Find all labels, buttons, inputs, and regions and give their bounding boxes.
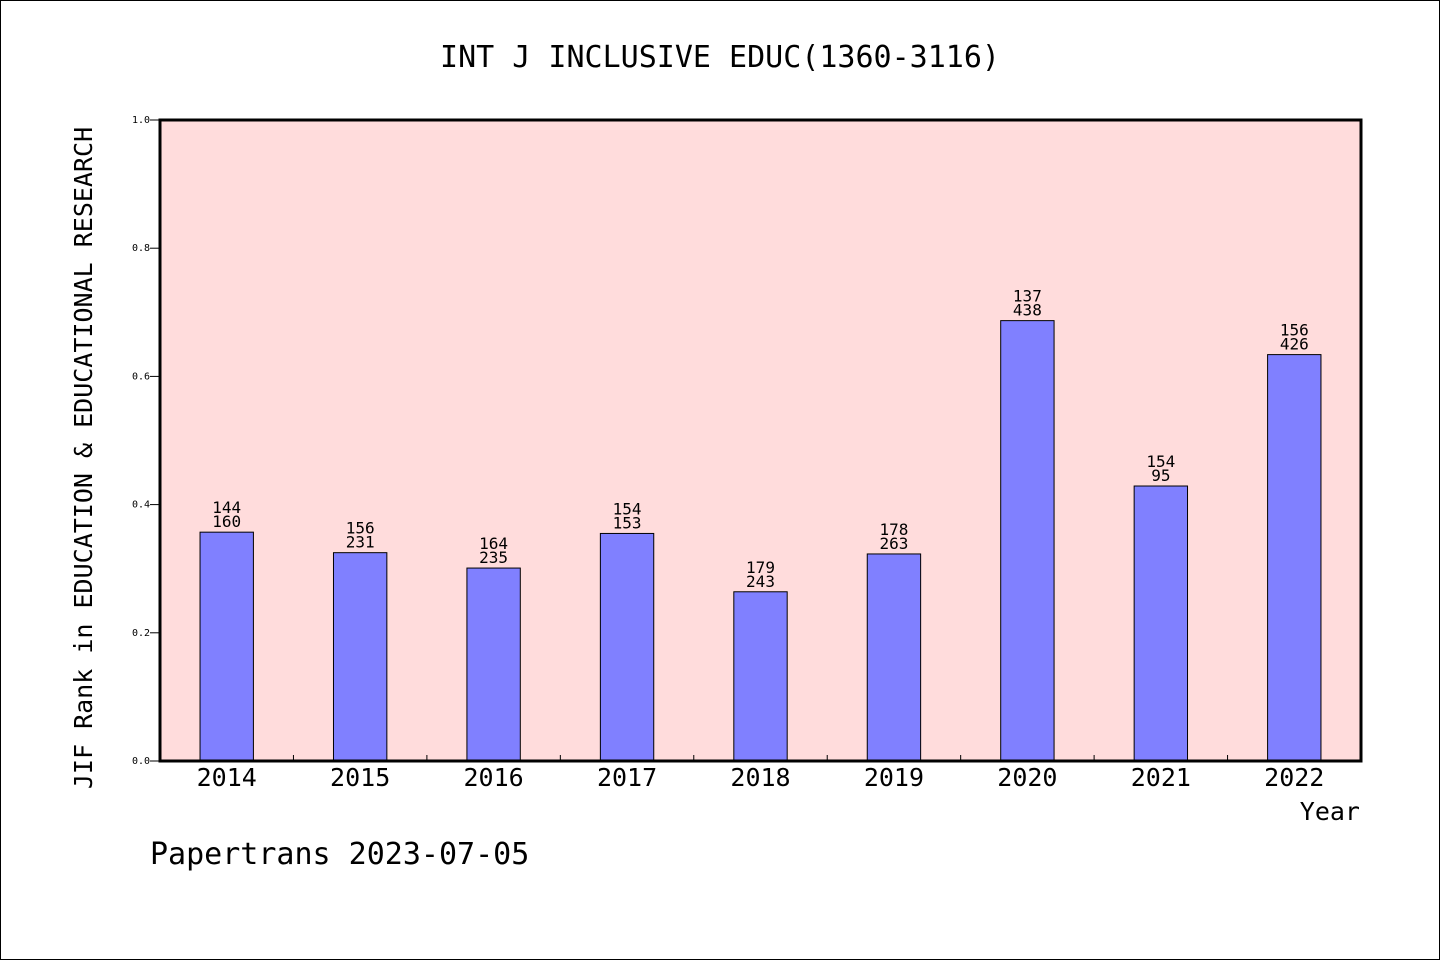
chart-title: INT J INCLUSIVE EDUC(1360-3116) — [440, 40, 1000, 75]
bar-2018 — [733, 591, 788, 762]
bar-total-label: 438 — [1013, 301, 1042, 320]
bar-total-label: 243 — [746, 572, 775, 591]
bar-2019 — [866, 553, 922, 762]
bar-total-label: 235 — [479, 548, 508, 567]
x-tick-label: 2019 — [864, 763, 924, 792]
bar-rank-label: 156 — [346, 519, 375, 538]
bar-rank-label: 154 — [613, 499, 642, 518]
bar-rank-label: 179 — [746, 558, 775, 577]
bar-2017 — [599, 532, 655, 762]
x-tick-label: 2017 — [597, 763, 657, 792]
y-tick-label: 1.0 — [132, 115, 150, 126]
bar-rank-label: 164 — [479, 534, 508, 553]
bar-total-label: 95 — [1151, 466, 1170, 485]
y-axis-label: JIF Rank in EDUCATION & EDUCATIONAL RESE… — [69, 127, 98, 789]
plot-border — [158, 118, 1363, 763]
bar-total-label: 231 — [346, 533, 375, 552]
y-tick-label: 0.6 — [132, 371, 150, 382]
bar-total-label: 426 — [1280, 335, 1309, 354]
x-tick-label: 2018 — [730, 763, 790, 792]
bar-2014 — [199, 531, 254, 762]
bar-2020 — [1000, 320, 1055, 762]
y-tick-label: 0.8 — [132, 243, 150, 254]
bar-rank-label: 178 — [879, 520, 908, 539]
bar-rank-label: 154 — [1146, 452, 1175, 471]
y-tick-label: 0.0 — [132, 756, 150, 767]
bar-total-label: 263 — [879, 534, 908, 553]
bar-2016 — [466, 567, 521, 762]
bar-rank-label: 137 — [1013, 287, 1042, 306]
x-axis-label: Year — [1300, 797, 1360, 826]
bar-2015 — [332, 552, 388, 762]
y-tick-label: 0.4 — [132, 500, 150, 511]
bar-2022 — [1267, 354, 1322, 762]
x-axis: 2014 2015 2016 2017 2018 2019 2020 2021 2022 — [197, 755, 1324, 792]
x-tick-label: 2020 — [997, 763, 1057, 792]
bar-2021 — [1133, 485, 1189, 762]
bar-total-label: 160 — [212, 512, 241, 531]
bar-rank-label: 156 — [1280, 321, 1309, 340]
x-tick-label: 2014 — [197, 763, 257, 792]
x-tick-label: 2021 — [1131, 763, 1191, 792]
x-tick-label: 2015 — [330, 763, 390, 792]
bar-total-label: 153 — [613, 513, 642, 532]
bar-rank-label: 144 — [212, 498, 241, 517]
y-tick-label: 0.2 — [132, 628, 150, 639]
x-tick-label: 2022 — [1264, 763, 1324, 792]
footer-text: Papertrans 2023-07-05 — [150, 837, 529, 872]
bars — [199, 320, 1322, 762]
x-tick-label: 2016 — [464, 763, 524, 792]
y-axis: 0.0 0.2 0.4 0.6 0.8 1.0 — [132, 115, 160, 767]
